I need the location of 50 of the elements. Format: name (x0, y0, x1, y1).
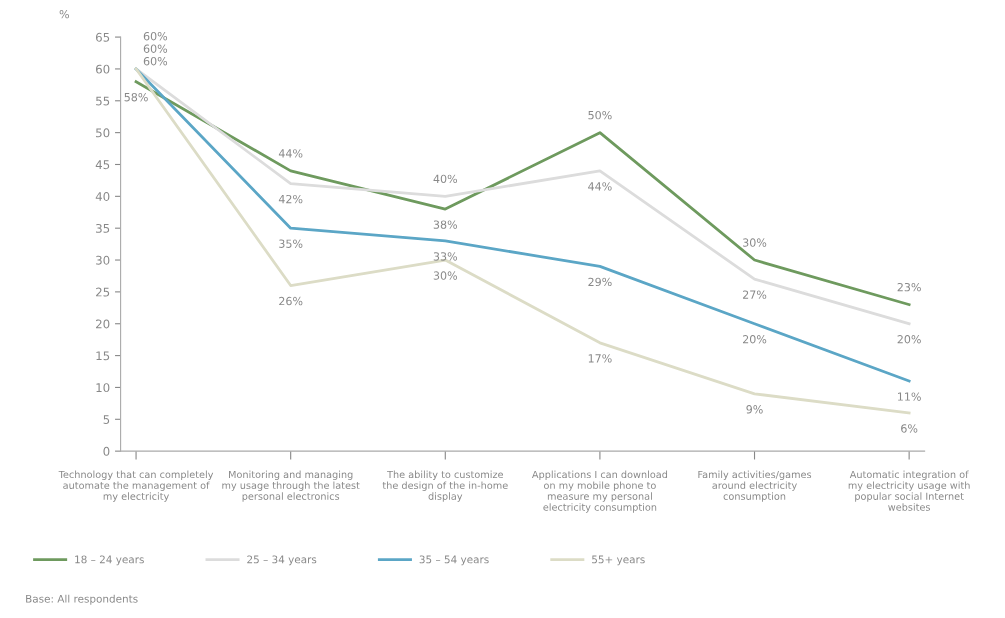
data-label: 26% (279, 296, 303, 306)
data-label: 33% (433, 252, 458, 261)
data-label: 20% (897, 335, 921, 344)
legend-label: 25 – 34 years (247, 555, 317, 566)
y-tick-label: 30 (96, 255, 110, 265)
data-label: 60% (143, 44, 168, 53)
x-tick-label: Automatic integration of my electricity usage with popular social Internet websites (848, 470, 970, 511)
y-axis-title: % (59, 9, 69, 19)
text: Base: All respondents (26, 594, 138, 605)
data-label: 44% (588, 182, 612, 191)
data-label: 42% (278, 194, 303, 204)
x-tick-label: Family activities/games around electricity consumption (698, 470, 812, 502)
data-label: 30% (433, 271, 458, 280)
data-label: 58% (124, 92, 148, 102)
y-tick-label: 35 (96, 223, 110, 233)
data-label: 38% (433, 220, 458, 229)
data-label: 27% (742, 290, 767, 299)
x-tick-label: Applications I can download on my mobile phone to measure my personal electricity consumption (531, 470, 668, 513)
y-tick-label: 50 (96, 128, 110, 138)
y-tick-label: 15 (96, 351, 110, 361)
y-tick-label: 55 (96, 96, 110, 106)
data-label: 40% (433, 174, 458, 184)
legend-label: 18 – 24 years (75, 555, 144, 566)
data-label: 6% (901, 424, 918, 433)
y-tick-label: 20 (96, 319, 110, 329)
data-label: 20% (742, 335, 767, 344)
data-label: 11% (898, 392, 921, 401)
data-label: 29% (588, 277, 612, 287)
data-label: 17% (588, 354, 612, 363)
y-tick-label: 65 (95, 32, 110, 42)
data-label: 35% (279, 239, 303, 248)
legend-label: 35 – 54 years (419, 555, 489, 566)
data-label: 44% (278, 149, 303, 158)
x-tick-label: Monitoring and managing my usage through the latest personal electronics (222, 470, 360, 502)
data-label: 30% (743, 238, 767, 247)
y-tick-label: 25 (96, 287, 110, 297)
y-tick-label: 45 (95, 160, 110, 170)
data-label: 50% (588, 110, 612, 120)
data-label: 60% (143, 31, 168, 41)
legend-label: 55+ years (592, 555, 645, 566)
y-tick-label: 60 (95, 64, 110, 74)
x-tick-label: Technology that can completely automate the management of my electricity (58, 470, 214, 502)
y-tick-label: 40 (95, 192, 110, 201)
y-tick-label: 5 (103, 415, 110, 424)
y-tick-label: 0 (103, 446, 110, 456)
data-label: 9% (746, 405, 763, 414)
data-label: 60% (143, 56, 168, 66)
data-label: 23% (897, 282, 921, 292)
x-tick-label: The ability to customize the design of the in-home display (382, 470, 508, 502)
y-tick-label: 10 (96, 383, 110, 393)
